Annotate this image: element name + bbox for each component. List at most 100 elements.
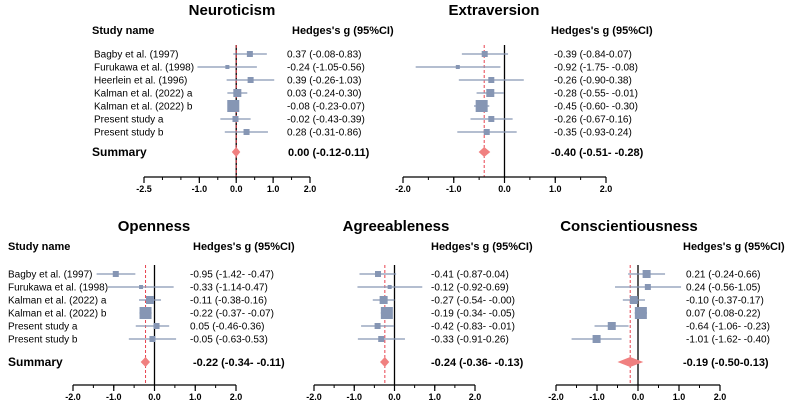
study-name-header: Study name (92, 25, 154, 37)
effect-estimate: -0.10 (-0.37-0.17) (686, 296, 764, 307)
effect-estimate: 0.03 (-0.24-0.30) (287, 89, 362, 100)
effect-estimate: 0.39 (-0.26-1.03) (287, 76, 362, 87)
effect-estimate: -0.33 (-1.14-0.47) (190, 283, 268, 294)
effect-estimate: -0.08 (-0.23-0.07) (287, 102, 365, 113)
estimate-header: Hedges's g (95%CI) (292, 25, 394, 37)
x-tick-label: -1.0 (192, 184, 208, 194)
forest-panel-openness: Openness Study name Hedges's g (95%CI) Bagb… (8, 218, 295, 402)
summary-diamond (617, 357, 644, 367)
effect-estimate: -0.95 (-1.42- -0.47) (190, 270, 274, 281)
effect-marker (486, 89, 495, 97)
effect-marker (475, 100, 488, 112)
x-tick-label: -1.0 (106, 392, 122, 402)
effect-estimate: -0.42 (-0.83- -0.01) (431, 322, 515, 333)
study-name: Bagby et al. (1997) (94, 50, 179, 61)
effect-marker (379, 296, 388, 304)
study-name: Kalman et al. (2022) b (8, 309, 107, 320)
panel-title: Openness (118, 218, 191, 235)
effect-estimate: -0.28 (-0.55- -0.01) (554, 89, 638, 100)
forest-panel-agreeableness: Agreeableness Hedges's g (95%CI) -0.41 (-0… (306, 218, 533, 402)
study-name-header: Study name (8, 241, 70, 253)
study-name: Kalman et al. (2022) b (94, 102, 193, 113)
panel-title: Neuroticism (189, 2, 276, 19)
effect-estimate: -0.24 (-1.05-0.56) (287, 63, 365, 74)
study-name: Present study a (94, 115, 164, 126)
summary-estimate: -0.40 (-0.51- -0.28) (551, 147, 644, 159)
effect-marker (634, 307, 647, 319)
x-tick-label: -1.0 (346, 392, 362, 402)
estimate-header: Hedges's g (95%CI) (551, 25, 653, 37)
effect-marker (644, 284, 651, 290)
effect-marker (455, 65, 460, 69)
x-tick-label: -2.0 (306, 392, 322, 402)
effect-estimate: 0.24 (-0.56-1.05) (686, 283, 761, 294)
effect-marker (146, 296, 155, 304)
x-tick-label: 0.0 (632, 392, 645, 402)
effect-estimate: -0.05 (-0.63-0.53) (190, 335, 268, 346)
effect-estimate: -0.26 (-0.67-0.16) (554, 115, 632, 126)
summary-estimate: 0.00 (-0.12-0.11) (288, 147, 370, 159)
summary-diamond (231, 147, 241, 157)
effect-estimate: -0.12 (-0.92-0.69) (431, 283, 509, 294)
effect-marker (607, 322, 616, 330)
effect-marker (642, 270, 651, 278)
x-tick-label: -2.0 (65, 392, 81, 402)
effect-estimate: -0.22 (-0.37- -0.07) (190, 309, 274, 320)
x-tick-label: 0.0 (148, 392, 161, 402)
x-tick-label: 0.0 (388, 392, 401, 402)
effect-estimate: -0.11 (-0.38-0.16) (190, 296, 267, 307)
estimate-header: Hedges's g (95%CI) (193, 241, 295, 253)
effect-estimate: -0.33 (-0.91-0.26) (431, 335, 509, 346)
estimate-header: Hedges's g (95%CI) (683, 241, 785, 253)
panel-title: Extraversion (449, 2, 540, 19)
effect-estimate: -0.41 (-0.87-0.04) (431, 270, 509, 281)
x-tick-label: -2.0 (395, 184, 411, 194)
effect-estimate: -0.39 (-0.84-0.07) (554, 50, 632, 61)
effect-estimate: 0.07 (-0.08-0.22) (686, 309, 761, 320)
study-name: Furukawa et al. (1998) (94, 63, 194, 74)
study-name: Furukawa et al. (1998) (8, 283, 108, 294)
effect-marker (243, 129, 250, 135)
effect-estimate: 0.05 (-0.46-0.36) (190, 322, 265, 333)
x-tick-label: 2.0 (304, 184, 317, 194)
x-tick-label: 2.0 (714, 392, 727, 402)
effect-estimate: -1.01 (-1.62- -0.40) (686, 335, 770, 346)
effect-marker (227, 100, 240, 112)
forest-panel-conscientiousness: Conscientiousness Hedges's g (95%CI) 0.21 … (548, 218, 785, 402)
effect-marker (488, 116, 495, 122)
x-tick-label: 1.0 (189, 392, 202, 402)
effect-estimate: -0.19 (-0.34- -0.05) (431, 309, 515, 320)
x-tick-label: 1.0 (428, 392, 441, 402)
study-name: Kalman et al. (2022) a (94, 89, 193, 100)
x-tick-label: 1.0 (673, 392, 686, 402)
effect-marker (378, 336, 385, 342)
panel-title: Conscientiousness (560, 218, 698, 235)
forest-panel-extraversion: Extraversion Hedges's g (95%CI) -0.39 (-0.… (395, 2, 653, 194)
effect-estimate: 0.28 (-0.31-0.86) (287, 128, 362, 139)
effect-marker (139, 307, 152, 319)
effect-estimate: 0.37 (-0.08-0.83) (287, 50, 362, 61)
study-name: Kalman et al. (2022) a (8, 296, 107, 307)
x-tick-label: 2.0 (469, 392, 482, 402)
x-tick-label: -2.0 (548, 392, 564, 402)
study-name: Present study a (8, 322, 78, 333)
study-name: Present study b (8, 335, 78, 346)
effect-marker (380, 307, 393, 319)
effect-marker (374, 323, 381, 329)
effect-marker (149, 336, 156, 342)
effect-estimate: -0.45 (-0.60- -0.30) (554, 102, 638, 113)
effect-marker (247, 77, 254, 83)
summary-label: Summary (92, 145, 147, 159)
x-tick-label: 1.0 (549, 184, 562, 194)
effect-marker (232, 116, 239, 122)
effect-marker (153, 323, 160, 329)
estimate-header: Hedges's g (95%CI) (431, 241, 533, 253)
effect-marker (139, 285, 144, 289)
x-tick-label: 0.0 (230, 184, 243, 194)
x-tick-label: 0.0 (498, 184, 511, 194)
study-name: Heerlein et al. (1996) (94, 76, 187, 87)
effect-estimate: -0.92 (-1.75- -0.08) (554, 63, 638, 74)
summary-diamond (380, 357, 390, 367)
forest-panel-neuroticism: Neuroticism Study name Hedges's g (95%CI) B… (92, 2, 394, 194)
effect-marker (592, 335, 601, 343)
